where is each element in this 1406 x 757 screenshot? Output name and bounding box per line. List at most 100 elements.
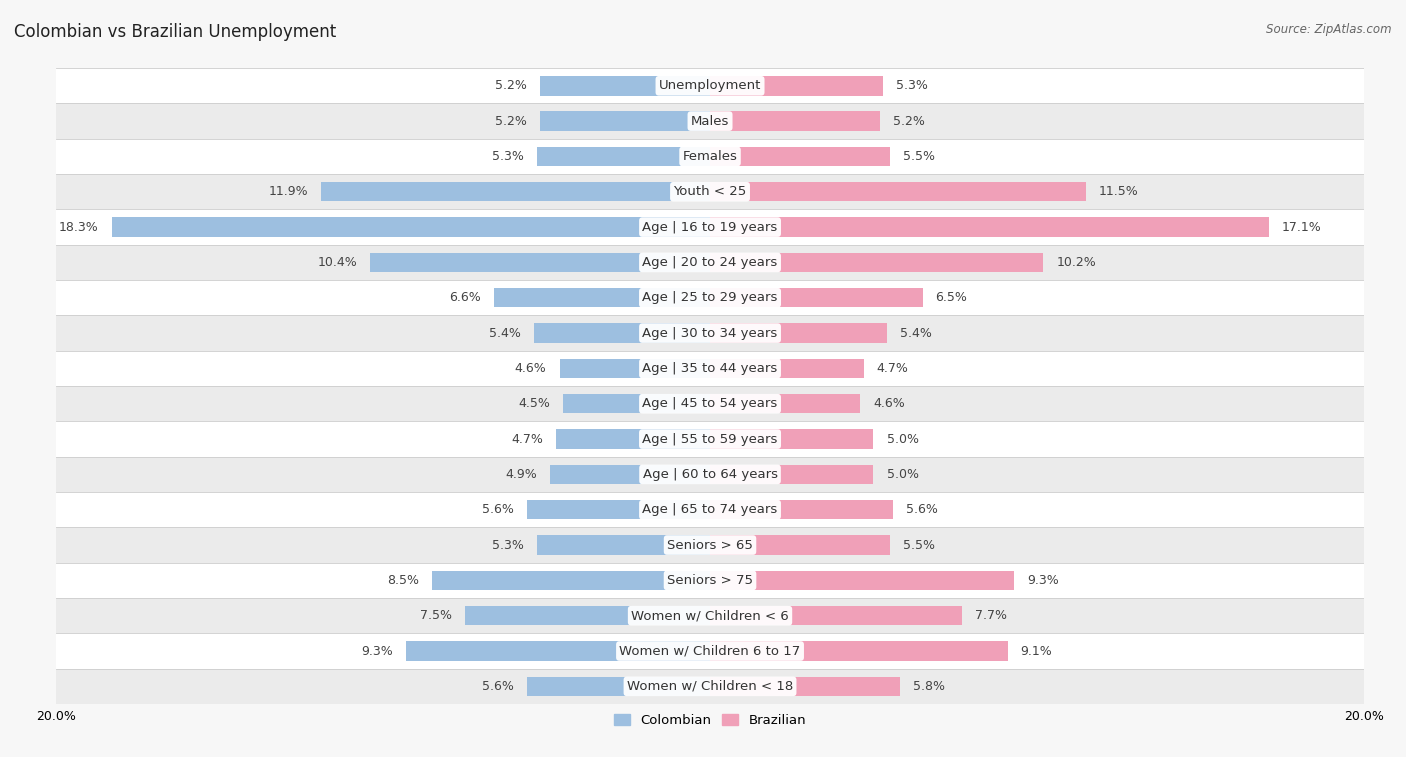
Text: 5.2%: 5.2% (893, 114, 925, 128)
Text: 11.9%: 11.9% (269, 185, 308, 198)
Bar (56, 245, 1364, 280)
Text: 6.5%: 6.5% (935, 291, 967, 304)
Bar (537, 535, 710, 555)
Bar (370, 253, 710, 273)
Text: Age | 55 to 59 years: Age | 55 to 59 years (643, 432, 778, 446)
Bar (710, 359, 863, 378)
Bar (527, 500, 710, 519)
Text: 5.2%: 5.2% (495, 114, 527, 128)
Text: Women w/ Children 6 to 17: Women w/ Children 6 to 17 (620, 644, 800, 658)
Bar (710, 429, 873, 449)
Text: 5.0%: 5.0% (887, 468, 918, 481)
Bar (710, 323, 887, 343)
Text: Youth < 25: Youth < 25 (673, 185, 747, 198)
Bar (557, 429, 710, 449)
Bar (550, 465, 710, 484)
Text: 7.7%: 7.7% (974, 609, 1007, 622)
Bar (56, 210, 1364, 245)
Text: Seniors > 65: Seniors > 65 (666, 538, 754, 552)
Text: 8.5%: 8.5% (387, 574, 419, 587)
Bar (56, 316, 1364, 350)
Text: 5.4%: 5.4% (900, 326, 932, 340)
Legend: Colombian, Brazilian: Colombian, Brazilian (609, 709, 811, 732)
Text: 9.1%: 9.1% (1021, 644, 1052, 658)
Bar (56, 422, 1364, 456)
Text: 5.8%: 5.8% (912, 680, 945, 693)
Text: 9.3%: 9.3% (361, 644, 392, 658)
Bar (710, 571, 1014, 590)
Text: Age | 45 to 54 years: Age | 45 to 54 years (643, 397, 778, 410)
Bar (710, 465, 873, 484)
Bar (495, 288, 710, 307)
Bar (406, 641, 710, 661)
Text: 10.2%: 10.2% (1056, 256, 1097, 269)
Text: Age | 60 to 64 years: Age | 60 to 64 years (643, 468, 778, 481)
Bar (710, 606, 962, 625)
Bar (540, 76, 710, 95)
Text: Females: Females (682, 150, 738, 163)
Bar (540, 111, 710, 131)
Bar (710, 111, 880, 131)
Text: 18.3%: 18.3% (59, 220, 98, 234)
Bar (710, 677, 900, 696)
Text: 5.3%: 5.3% (492, 150, 523, 163)
Bar (710, 147, 890, 167)
Text: 4.7%: 4.7% (877, 362, 908, 375)
Text: 5.6%: 5.6% (907, 503, 938, 516)
Bar (56, 562, 1364, 598)
Bar (710, 500, 893, 519)
Text: 5.3%: 5.3% (897, 79, 928, 92)
Text: 5.6%: 5.6% (482, 680, 515, 693)
Bar (710, 288, 922, 307)
Bar (465, 606, 710, 625)
Bar (560, 359, 710, 378)
Text: Age | 16 to 19 years: Age | 16 to 19 years (643, 220, 778, 234)
Text: Unemployment: Unemployment (659, 79, 761, 92)
Text: Source: ZipAtlas.com: Source: ZipAtlas.com (1267, 23, 1392, 36)
Text: 5.3%: 5.3% (492, 538, 523, 552)
Bar (56, 68, 1364, 104)
Text: 11.5%: 11.5% (1099, 185, 1139, 198)
Bar (56, 634, 1364, 668)
Bar (56, 139, 1364, 174)
Bar (56, 492, 1364, 528)
Text: 17.1%: 17.1% (1282, 220, 1322, 234)
Bar (56, 174, 1364, 210)
Text: 4.9%: 4.9% (505, 468, 537, 481)
Text: 6.6%: 6.6% (450, 291, 481, 304)
Bar (562, 394, 710, 413)
Text: Age | 65 to 74 years: Age | 65 to 74 years (643, 503, 778, 516)
Bar (56, 528, 1364, 562)
Text: Age | 35 to 44 years: Age | 35 to 44 years (643, 362, 778, 375)
Bar (537, 147, 710, 167)
Text: Women w/ Children < 6: Women w/ Children < 6 (631, 609, 789, 622)
Text: 5.6%: 5.6% (482, 503, 515, 516)
Text: 5.5%: 5.5% (903, 150, 935, 163)
Bar (56, 280, 1364, 316)
Bar (533, 323, 710, 343)
Bar (56, 456, 1364, 492)
Text: 10.4%: 10.4% (318, 256, 357, 269)
Text: Males: Males (690, 114, 730, 128)
Text: Age | 30 to 34 years: Age | 30 to 34 years (643, 326, 778, 340)
Bar (710, 217, 1270, 237)
Bar (710, 76, 883, 95)
Text: 9.3%: 9.3% (1028, 574, 1059, 587)
Text: Seniors > 75: Seniors > 75 (666, 574, 754, 587)
Bar (321, 182, 710, 201)
Bar (56, 386, 1364, 422)
Bar (527, 677, 710, 696)
Bar (56, 598, 1364, 634)
Text: 5.5%: 5.5% (903, 538, 935, 552)
Text: 4.5%: 4.5% (517, 397, 550, 410)
Bar (56, 104, 1364, 139)
Bar (432, 571, 710, 590)
Text: Colombian vs Brazilian Unemployment: Colombian vs Brazilian Unemployment (14, 23, 336, 41)
Bar (710, 535, 890, 555)
Text: Women w/ Children < 18: Women w/ Children < 18 (627, 680, 793, 693)
Text: 7.5%: 7.5% (420, 609, 451, 622)
Bar (112, 217, 710, 237)
Text: 5.4%: 5.4% (488, 326, 520, 340)
Bar (710, 182, 1085, 201)
Bar (56, 350, 1364, 386)
